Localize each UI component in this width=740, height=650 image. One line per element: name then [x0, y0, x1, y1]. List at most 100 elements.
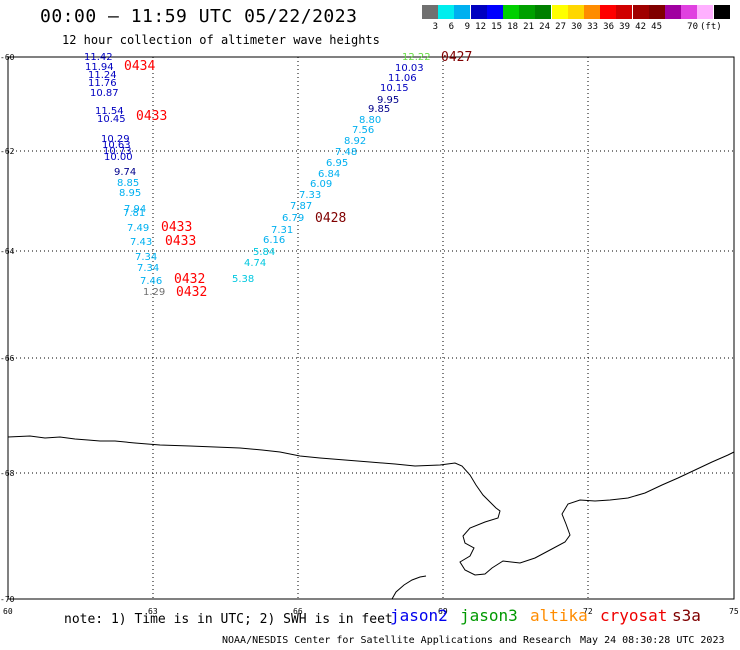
- swh-reading: 7.49: [127, 223, 149, 234]
- swh-reading: 6.84: [318, 169, 340, 180]
- scale-swatch-9: [567, 5, 584, 19]
- scale-swatch-10: [584, 5, 600, 19]
- pass-time-label: 0427: [441, 50, 472, 65]
- y-tick--64: -64: [0, 247, 15, 256]
- swh-reading: 6.79: [282, 213, 304, 224]
- satellite-altika: altika: [530, 606, 588, 625]
- scale-label-42: 42: [635, 22, 646, 32]
- swh-reading: 7.87: [290, 201, 312, 212]
- scale-label-18: 18: [507, 22, 518, 32]
- map-frame: [7, 56, 735, 600]
- scale-label-27: 27: [555, 22, 566, 32]
- scale-label-24: 24: [539, 22, 550, 32]
- pass-time-label: 0432: [176, 285, 207, 300]
- swh-reading: 7.94: [124, 204, 146, 215]
- scale-swatch-0: [422, 5, 438, 19]
- swh-reading: 7.48: [335, 147, 357, 158]
- y-tick--60: -60: [0, 53, 15, 62]
- x-tick-75: 75: [729, 607, 739, 616]
- scale-label-12: 12: [475, 22, 486, 32]
- swh-reading: 8.80: [359, 115, 381, 126]
- swh-reading: 10.73: [103, 146, 132, 157]
- scale-swatch-11: [600, 5, 617, 19]
- coastline-fragment: [391, 575, 427, 600]
- footer-timestamp: May 24 08:30:28 UTC 2023: [580, 635, 725, 646]
- map-gridlines: 60 63 66 69 72 75 -60 -62 -64 -66 -68 -70: [0, 53, 739, 616]
- swh-reading: 8.95: [119, 188, 141, 199]
- swh-reading: 9.95: [377, 95, 399, 106]
- swh-reading: 7.56: [352, 125, 374, 136]
- pass-time-label: 0433: [165, 234, 196, 249]
- satellite-jason3: jason3: [460, 606, 518, 625]
- swh-reading: 11.24: [88, 70, 117, 81]
- y-tick--62: -62: [0, 147, 15, 156]
- swh-reading: 4.74: [244, 258, 266, 269]
- satellite-jason2: jason2: [390, 606, 448, 625]
- swh-reading: 5.38: [232, 274, 254, 285]
- scale-swatch-7: [535, 5, 552, 19]
- swh-reading: 10.29: [101, 134, 130, 145]
- swh-reading: 6.16: [263, 235, 285, 246]
- swh-reading: 5.84: [253, 247, 275, 258]
- scale-label-36: 36: [603, 22, 614, 32]
- x-tick-69: 69: [438, 607, 448, 616]
- page-title: 00:00 – 11:59 UTC 05/22/2023: [40, 6, 358, 27]
- pass-time-label: 0428: [315, 211, 346, 226]
- scale-swatch-5: [503, 5, 519, 19]
- scale-swatch-4: [486, 5, 503, 19]
- satellite-s3a: s3a: [672, 606, 701, 625]
- swh-reading: 12.22: [402, 52, 431, 63]
- pass-time-label: 0432: [174, 272, 205, 287]
- swh-reading: 7.43: [130, 237, 152, 248]
- scale-swatch-18: [713, 5, 730, 19]
- swh-reading: 11.42: [84, 52, 113, 63]
- swh-reading: 7.46: [140, 276, 162, 287]
- y-tick--68: -68: [0, 469, 15, 478]
- pass-time-label: 0433: [136, 109, 167, 124]
- swh-reading: 7.34: [135, 252, 157, 263]
- x-tick-72: 72: [583, 607, 593, 616]
- scale-swatch-12: [616, 5, 633, 19]
- scale-label-30: 30: [571, 22, 582, 32]
- swh-reading: 10.15: [380, 83, 409, 94]
- scale-label-9: 9: [464, 22, 470, 32]
- antarctic-coastline: [7, 435, 735, 576]
- scale-swatch-16: [681, 5, 698, 19]
- swh-reading: 10.00: [104, 152, 133, 163]
- scale-label-45: 45: [651, 22, 662, 32]
- swh-reading: 10.03: [395, 63, 424, 74]
- swh-reading: 8.92: [344, 136, 366, 147]
- scale-swatch-17: [697, 5, 714, 19]
- scale-label-33: 33: [587, 22, 598, 32]
- swh-reading: 10.87: [90, 88, 119, 99]
- footer-note: note: 1) Time is in UTC; 2) SWH is in fe…: [64, 612, 393, 627]
- x-tick-66: 66: [293, 607, 303, 616]
- swh-reading: 11.76: [88, 78, 117, 89]
- scale-swatch-8: [551, 5, 568, 19]
- scale-label-3: 3: [432, 22, 438, 32]
- x-tick-63: 63: [148, 607, 158, 616]
- scale-swatch-15: [665, 5, 681, 19]
- swh-reading: 9.74: [114, 167, 136, 178]
- scale-swatch-14: [648, 5, 665, 19]
- swh-reading: 10.45: [97, 114, 126, 125]
- swh-reading: 11.06: [388, 73, 417, 84]
- scale-label-21: 21: [523, 22, 534, 32]
- scale-label-6: 6: [448, 22, 454, 32]
- swh-reading: 11.94: [85, 62, 114, 73]
- y-tick--70: -70: [0, 595, 15, 604]
- scale-unit-label: (ft): [700, 22, 722, 32]
- swh-reading: 7.34: [137, 263, 159, 274]
- pass-time-label: 0434: [124, 59, 155, 74]
- swh-reading: 1.29: [143, 287, 165, 298]
- page-subtitle: 12 hour collection of altimeter wave hei…: [62, 33, 380, 47]
- swh-reading: 8.85: [117, 178, 139, 189]
- scale-label-15: 15: [491, 22, 502, 32]
- swh-reading: 7.81: [123, 208, 145, 219]
- scale-swatch-3: [470, 5, 487, 19]
- scale-swatch-13: [632, 5, 649, 19]
- swh-reading: 7.31: [271, 225, 293, 236]
- swh-reading: 10.63: [102, 140, 131, 151]
- y-tick--66: -66: [0, 354, 15, 363]
